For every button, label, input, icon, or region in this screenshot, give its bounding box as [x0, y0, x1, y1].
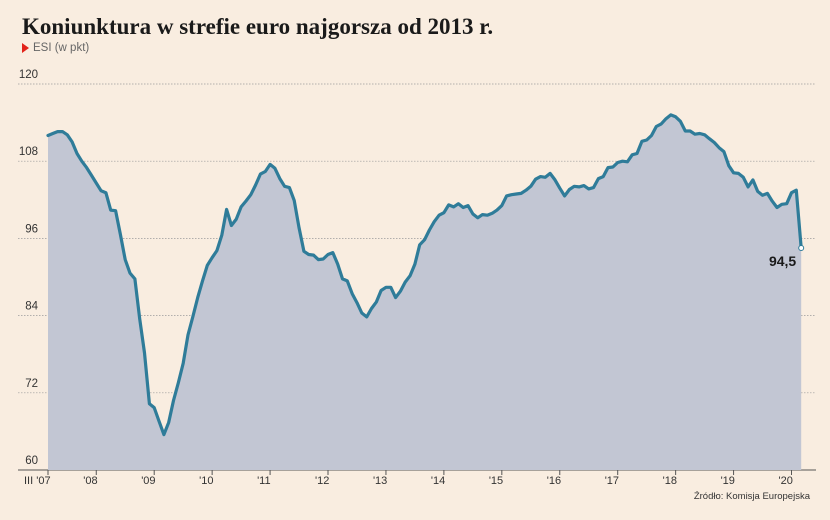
x-tick-label: '17	[605, 475, 619, 487]
x-tick-label: '20	[779, 475, 793, 487]
x-tick-label: '15	[489, 475, 503, 487]
y-tick-label: 96	[25, 223, 38, 235]
y-tick-label: 108	[19, 146, 38, 158]
x-tick-label: '18	[663, 475, 677, 487]
x-tick-label: '16	[547, 475, 561, 487]
y-tick-label: 60	[25, 455, 38, 467]
x-tick-label: '14	[431, 475, 445, 487]
x-tick-label: '13	[373, 475, 387, 487]
esi-line	[46, 113, 803, 437]
x-tick-label: '12	[315, 475, 329, 487]
area-fill	[48, 114, 802, 471]
legend: ESI (w pkt)	[22, 42, 89, 54]
last-value-label: 94,5	[769, 253, 796, 269]
x-tick-label: '08	[83, 475, 97, 487]
chart-title: Koniunktura w strefie euro najgorsza od …	[22, 14, 494, 39]
last-point-marker	[798, 245, 805, 252]
source-note: Źródło: Komisja Europejska	[693, 491, 810, 502]
legend-label: ESI (w pkt)	[33, 42, 90, 54]
y-tick-label: 84	[25, 301, 38, 313]
legend-marker-icon	[22, 43, 29, 53]
x-tick-label: '11	[257, 475, 271, 487]
axis-layer: 120 108 96 84 72 60 III '07 '08 '09 '10 '11 '12 '13 '…	[19, 69, 793, 487]
x-tick-label: III '07	[24, 475, 51, 487]
x-tick-label: '10	[199, 475, 213, 487]
y-tick-label: 72	[25, 378, 38, 390]
x-tick-label: '19	[721, 475, 735, 487]
y-tick-label: 120	[19, 69, 38, 81]
x-tick-label: '09	[141, 475, 155, 487]
